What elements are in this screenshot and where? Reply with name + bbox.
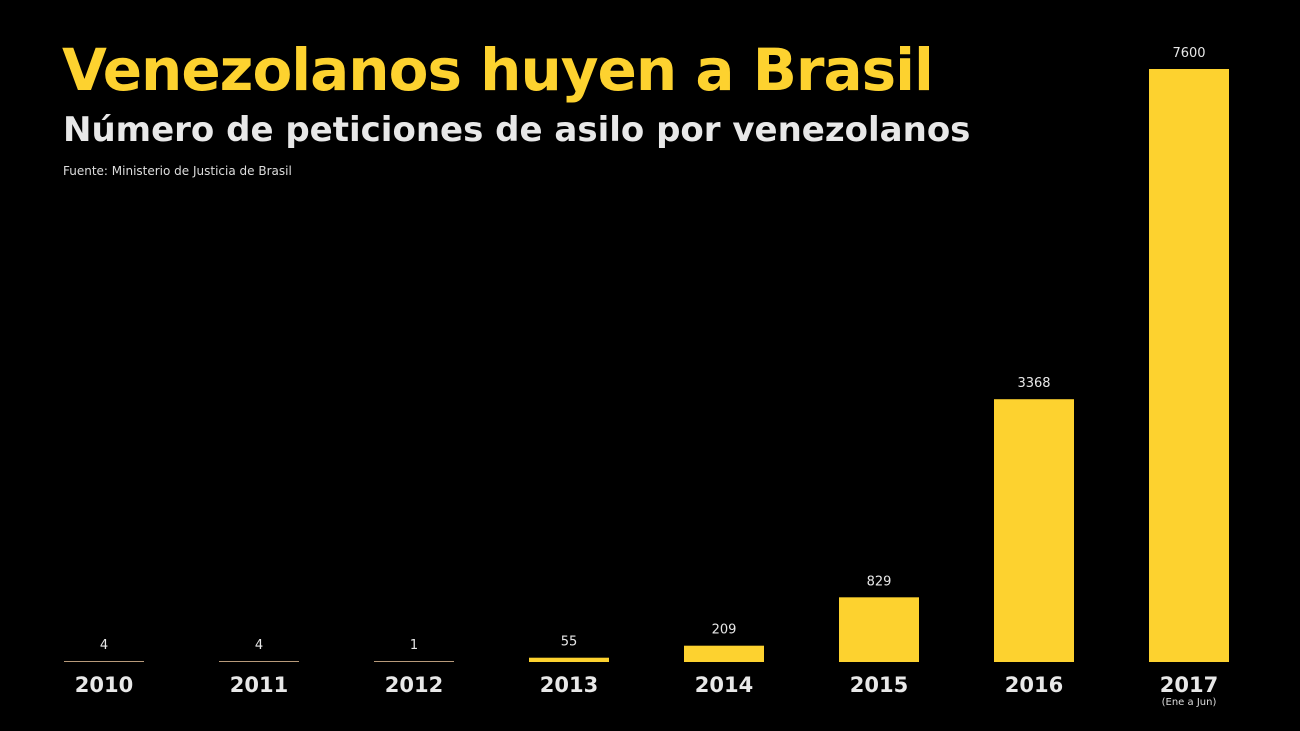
x-tick-label-2016: 2016 <box>1005 673 1063 697</box>
bar-2017 <box>1149 69 1229 662</box>
bar-2010 <box>64 661 144 662</box>
x-tick-label-2015: 2015 <box>850 673 908 697</box>
x-tick-label-2013: 2013 <box>540 673 598 697</box>
data-label-2010: 4 <box>100 638 108 653</box>
bar-2011 <box>219 661 299 662</box>
chart-title: Venezolanos huyen a Brasil <box>62 36 934 104</box>
data-label-2012: 1 <box>410 638 418 653</box>
chart-subtitle: Número de peticiones de asilo por venezo… <box>63 110 971 150</box>
x-tick-label-2017: 2017 <box>1160 673 1218 697</box>
x-tick-label-2010: 2010 <box>75 673 133 697</box>
x-tick-label-2011: 2011 <box>230 673 288 697</box>
data-label-2014: 209 <box>712 623 737 638</box>
bar-2014 <box>684 645 764 662</box>
bar-2012 <box>374 661 454 662</box>
data-label-2013: 55 <box>561 635 578 650</box>
data-label-2015: 829 <box>867 574 892 589</box>
source-note: Fuente: Ministerio de Justicia de Brasil <box>63 164 292 178</box>
bar-2015 <box>839 597 919 662</box>
x-tick-label-2014: 2014 <box>695 673 753 697</box>
data-label-2016: 3368 <box>1017 376 1050 391</box>
bar-2016 <box>994 399 1074 662</box>
data-label-2017: 7600 <box>1172 46 1205 61</box>
data-label-2011: 4 <box>255 638 263 653</box>
x-tick-label-2012: 2012 <box>385 673 443 697</box>
bar-2013 <box>529 657 609 662</box>
x-tick-note-2017: (Ene a Jun) <box>1162 697 1217 708</box>
